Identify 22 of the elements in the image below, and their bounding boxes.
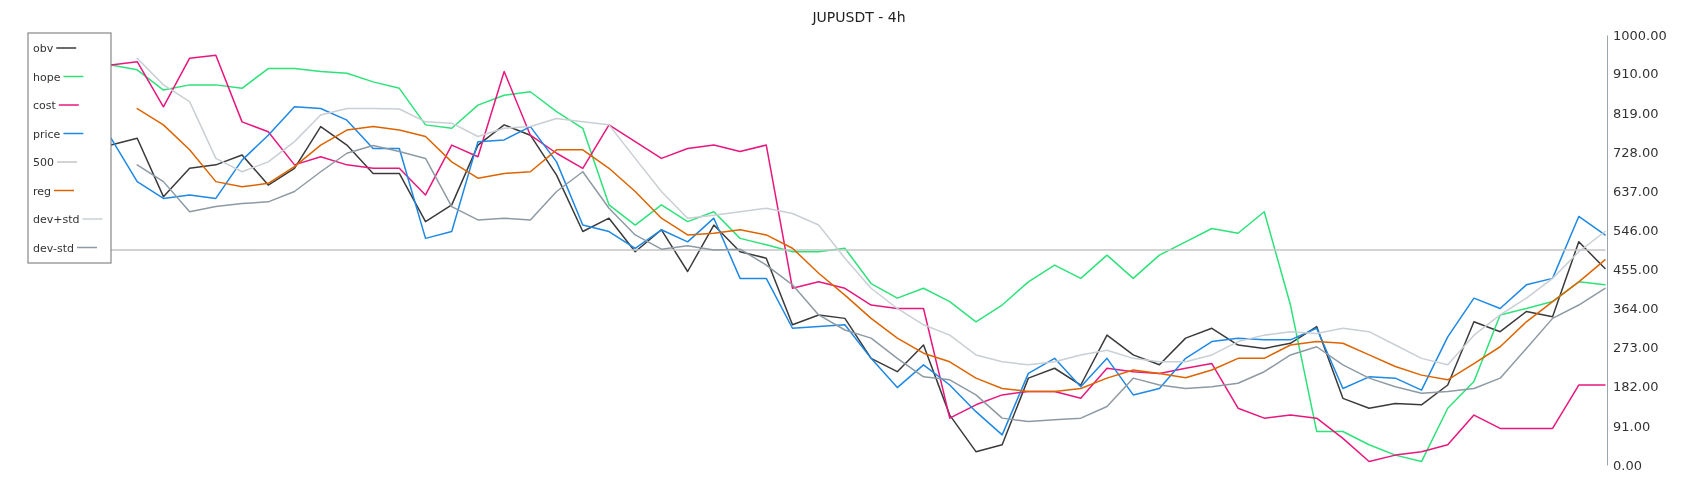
line-series: [136, 57, 1606, 366]
y-tick-label: 1000.00: [1613, 27, 1667, 43]
y-tick-label: 0.00: [1613, 457, 1642, 473]
legend-label: reg: [33, 184, 52, 198]
y-tick-label: 819.00: [1613, 105, 1659, 121]
legend-label: 500: [33, 156, 54, 169]
legend-label: obv: [33, 42, 54, 55]
legend-label: cost: [33, 99, 57, 112]
y-tick-label: 546.00: [1613, 222, 1659, 238]
y-tick-label: 273.00: [1613, 340, 1659, 356]
legend-label: hope: [33, 70, 61, 84]
chart-title: JUPUSDT - 4h: [811, 9, 906, 25]
y-tick-label: 455.00: [1613, 262, 1659, 278]
y-tick-label: 637.00: [1613, 183, 1659, 199]
y-tick-label: 364.00: [1613, 301, 1659, 317]
legend-label: price: [33, 127, 61, 141]
y-tick-label: 728.00: [1613, 144, 1659, 160]
y-tick-label: 182.00: [1613, 379, 1659, 395]
legend-label: dev+std: [33, 213, 80, 226]
y-tick-label: 91.00: [1613, 418, 1651, 434]
y-tick-label: 910.00: [1613, 66, 1659, 82]
legend-label: dev-std: [33, 241, 74, 255]
